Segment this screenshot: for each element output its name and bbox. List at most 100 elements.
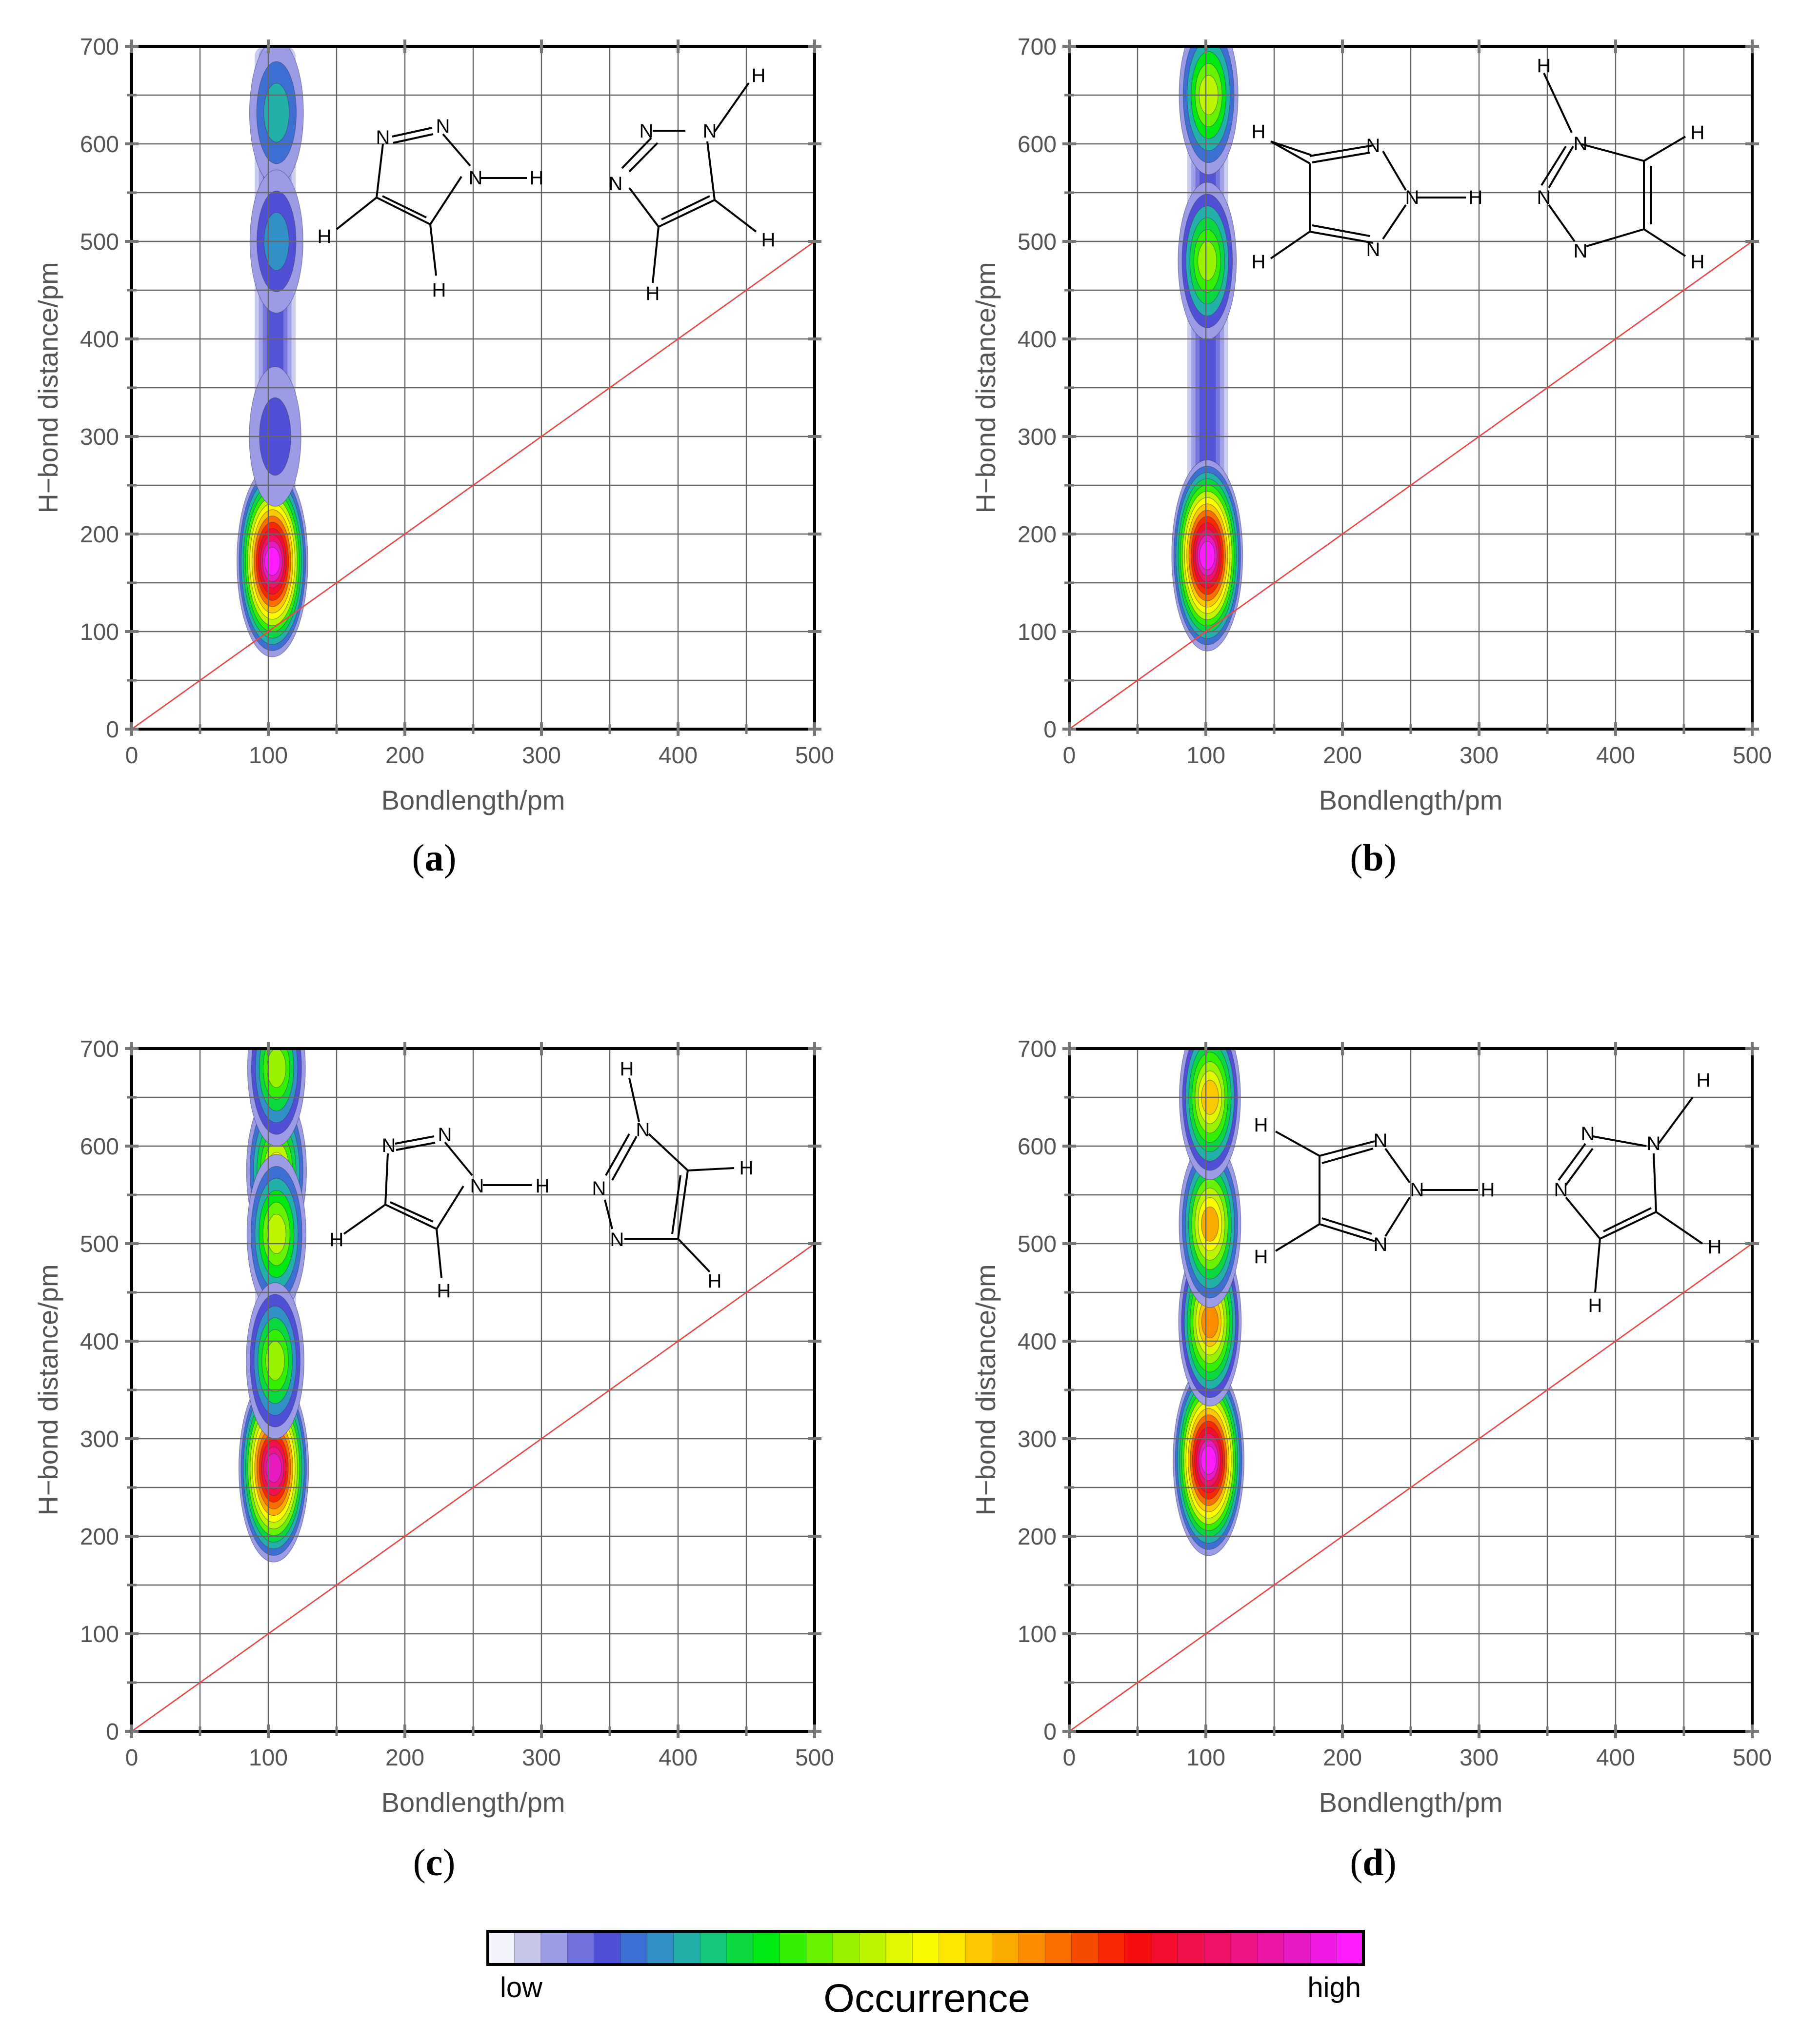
colorbar-swatch <box>487 1931 515 1965</box>
panel-label: (a) <box>412 836 457 879</box>
colorbar-swatch <box>859 1931 886 1965</box>
y-tick-label: 600 <box>1018 1134 1057 1160</box>
colorbar-swatch <box>753 1931 780 1965</box>
x-tick-label: 100 <box>249 743 288 769</box>
colorbar-swatch <box>939 1931 966 1965</box>
atom-label: N <box>1374 1130 1388 1151</box>
colorbar-swatch <box>885 1931 913 1965</box>
colorbar-swatch <box>912 1931 940 1965</box>
plot-grid <box>1069 46 1753 730</box>
y-tick-label: 700 <box>80 34 119 60</box>
y-tick-label: 400 <box>1018 1329 1057 1355</box>
x-axis-title: Bondlength/pm <box>1319 1787 1503 1818</box>
x-tick-label: 100 <box>1186 1745 1225 1771</box>
atom-label: H <box>740 1157 754 1179</box>
atom-label: N <box>1405 187 1420 208</box>
atom-label: H <box>1469 187 1483 208</box>
atom-label: H <box>708 1270 722 1292</box>
y-tick-label: 0 <box>1043 1719 1057 1745</box>
colorbar-low-label: low <box>500 1972 543 2003</box>
panel-b: 0 100 200 300 400 500 0100200300400500600700 … <box>970 34 1772 879</box>
y-tick-label: 0 <box>1043 717 1057 743</box>
colorbar-swatch <box>1204 1931 1232 1965</box>
atom-label: N <box>1647 1133 1661 1154</box>
heatmap-density <box>237 46 308 657</box>
atom-label: N <box>1574 240 1588 262</box>
colorbar-swatch <box>1337 1931 1364 1965</box>
y-tick-label: 200 <box>80 1524 119 1550</box>
colorbar-swatch <box>965 1931 993 1965</box>
atom-label: H <box>1537 55 1551 77</box>
y-tick-label: 100 <box>1018 619 1057 645</box>
atom-label: N <box>610 1229 624 1250</box>
atom-label: H <box>620 1058 634 1080</box>
panel-letter: c <box>426 1841 443 1883</box>
y-tick-label: 200 <box>1018 522 1057 548</box>
y-tick-label: 100 <box>1018 1622 1057 1647</box>
colorbar-frame <box>486 1930 1365 1966</box>
x-tick-label: 100 <box>249 1745 288 1771</box>
y-tick-label: 600 <box>1018 132 1057 158</box>
x-tick-label: 300 <box>522 743 561 769</box>
atom-label: H <box>1708 1236 1722 1258</box>
reference-line <box>1069 1243 1753 1732</box>
colorbar-swatch <box>620 1931 648 1965</box>
y-tick-label: 600 <box>80 1134 119 1160</box>
molecule-structure <box>1275 1096 1703 1293</box>
y-tick-label: 100 <box>80 1622 119 1647</box>
colorbar-swatch <box>1071 1931 1099 1965</box>
atom-label: H <box>1691 251 1705 273</box>
y-tick-label: 500 <box>1018 229 1057 255</box>
x-axis-title: Bondlength/pm <box>381 1787 565 1818</box>
atom-label: H <box>646 283 660 304</box>
colorbar-swatch <box>779 1931 807 1965</box>
colorbar-swatch <box>673 1931 701 1965</box>
atom-label: H <box>1252 251 1266 273</box>
y-axis-title: H−bond distance/pm <box>33 1264 63 1515</box>
y-tick-label: 400 <box>1018 327 1057 353</box>
x-tick-label: 200 <box>1323 1745 1362 1771</box>
x-ticks: 0 100 200 300 400 500 <box>1063 40 1772 769</box>
atom-label: H <box>1691 122 1705 143</box>
y-axis-title: H−bond distance/pm <box>970 262 1001 513</box>
x-tick-label: 100 <box>1186 743 1225 769</box>
colorbar-swatch <box>1177 1931 1205 1965</box>
panel-label: (c) <box>413 1841 456 1883</box>
colorbar-swatch <box>1257 1931 1284 1965</box>
panel-d: 0 100 200 300 400 500 0100200300400500600700 … <box>970 1036 1772 1883</box>
atom-label: N <box>1554 1179 1568 1201</box>
x-tick-label: 500 <box>795 743 834 769</box>
atom-label: N <box>1581 1123 1595 1145</box>
y-tick-label: 100 <box>80 619 119 645</box>
atom-label: N <box>1366 239 1380 260</box>
reference-line <box>131 1243 815 1732</box>
y-ticks: 0 100 200 300 400 500 600 700 <box>80 1036 821 1745</box>
x-tick-label: 300 <box>1460 743 1499 769</box>
colorbar-swatch <box>992 1931 1019 1965</box>
x-tick-label: 0 <box>125 1745 139 1771</box>
colorbar-swatch <box>1310 1931 1338 1965</box>
atom-label: H <box>752 65 766 86</box>
plot-grid <box>1069 1049 1753 1732</box>
molecule-labels: H N N N H H H N N N H H <box>1252 55 1705 273</box>
atom-label: H <box>432 279 446 301</box>
atom-label: H <box>1252 121 1266 142</box>
colorbar-swatch <box>700 1931 727 1965</box>
atom-label: N <box>436 116 450 137</box>
x-ticks: 0 100 200 300 400 500 <box>125 1042 834 1771</box>
y-tick-label: 700 <box>1018 1036 1057 1062</box>
colorbar-swatch <box>514 1931 541 1965</box>
x-tick-label: 400 <box>659 743 698 769</box>
density-contour <box>266 1049 286 1088</box>
y-tick-label: 500 <box>1018 1231 1057 1257</box>
atom-label: N <box>376 127 390 148</box>
atom-label: H <box>1588 1295 1602 1316</box>
panel-label: (b) <box>1350 836 1396 879</box>
density-contour <box>1199 541 1215 570</box>
atom-label: N <box>1574 133 1588 155</box>
heatmap-density <box>1173 1049 1245 1556</box>
plot-grid <box>131 46 815 730</box>
colorbar-swatch <box>1124 1931 1152 1965</box>
x-tick-label: 200 <box>385 1745 424 1771</box>
